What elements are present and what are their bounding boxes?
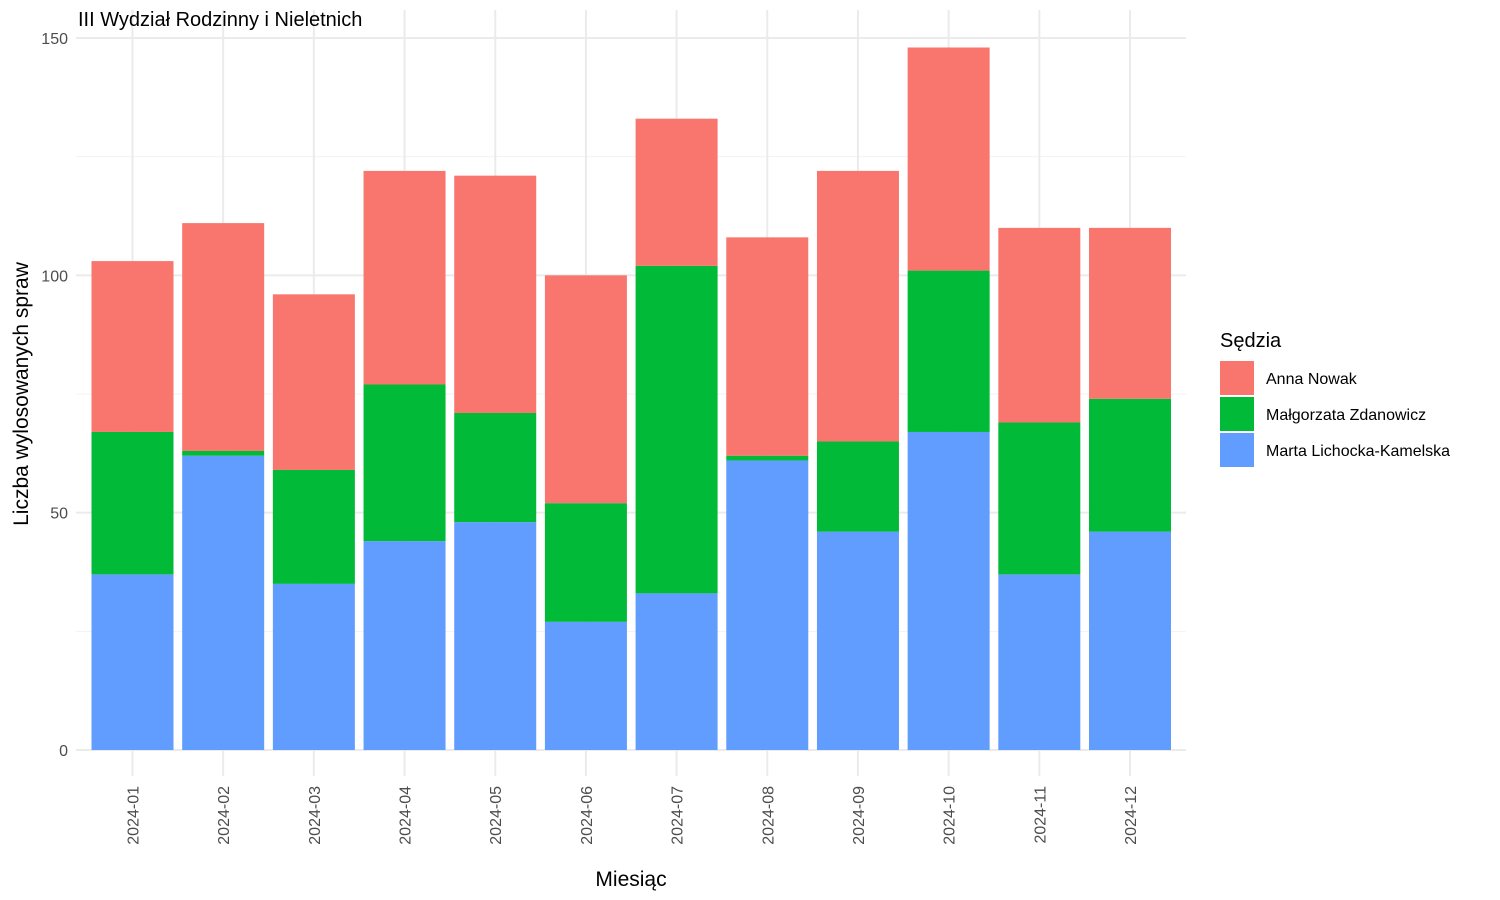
bar-segment	[363, 541, 446, 750]
legend: Sędzia Anna Nowak Małgorzata Zdanowicz Mar…	[1220, 330, 1450, 467]
bar-segment	[635, 593, 718, 750]
bar-segment	[454, 522, 537, 750]
x-tick-label: 2024-07	[670, 786, 687, 845]
x-tick-label: 2024-01	[126, 786, 143, 845]
legend-label: Marta Lichocka-Kamelska	[1266, 443, 1450, 460]
y-axis-title: Liczba wylosowanych spraw	[10, 261, 33, 526]
x-tick-label: 2024-02	[216, 786, 233, 845]
bar-segment	[544, 275, 627, 504]
bar-segment	[91, 261, 174, 432]
legend-swatch	[1220, 397, 1254, 431]
bar-segment	[635, 265, 718, 594]
y-tick-label: 50	[50, 506, 68, 523]
x-axis-ticks: 2024-01 2024-02 2024-03 2024-04 2024-05 2024-…	[126, 786, 1141, 845]
bar-segment	[1089, 398, 1171, 532]
bar-segment	[816, 170, 899, 442]
x-axis-title: Miesiąc	[595, 868, 666, 891]
x-tick-label: 2024-12	[1123, 786, 1140, 845]
x-tick-label: 2024-08	[760, 786, 777, 845]
x-tick-label: 2024-05	[488, 786, 505, 845]
x-tick-label: 2024-04	[398, 786, 415, 845]
legend-swatch	[1220, 433, 1254, 467]
bar-segment	[454, 412, 537, 523]
bar-segment	[182, 455, 265, 750]
bar-segment	[726, 237, 809, 456]
bar-segment	[544, 621, 627, 750]
bar-segment	[998, 422, 1081, 575]
x-tick-label: 2024-10	[942, 786, 959, 845]
bar-segment	[272, 469, 355, 584]
bar-segment	[907, 431, 990, 750]
chart-title: III Wydział Rodzinny i Nieletnich	[78, 9, 362, 31]
bar-segment	[182, 223, 265, 451]
bar-segment	[726, 460, 809, 750]
bar-segment	[1089, 227, 1171, 399]
x-tick-label: 2024-03	[307, 786, 324, 845]
bar-segment	[907, 270, 990, 432]
bar-segment	[726, 455, 809, 461]
bar-segment	[998, 227, 1081, 423]
legend-label: Małgorzata Zdanowicz	[1266, 407, 1426, 424]
legend-title: Sędzia	[1220, 330, 1282, 352]
bar-segment	[816, 441, 899, 532]
legend-swatch	[1220, 361, 1254, 395]
bar-segment	[454, 175, 537, 413]
bar-segment	[272, 294, 355, 470]
x-tick-label: 2024-11	[1032, 786, 1049, 844]
bar-segment	[635, 118, 718, 266]
bar-segment	[907, 47, 990, 271]
legend-label: Anna Nowak	[1266, 371, 1358, 388]
bar-segment	[182, 450, 265, 456]
bar-segment	[816, 531, 899, 750]
y-tick-label: 150	[41, 31, 68, 48]
bars	[91, 47, 1171, 750]
bar-segment	[998, 574, 1081, 750]
bar-segment	[363, 384, 446, 542]
bar-segment	[1089, 531, 1171, 750]
y-tick-label: 100	[41, 268, 68, 285]
y-axis-ticks: 0 50 100 150	[41, 31, 68, 760]
x-tick-label: 2024-06	[579, 786, 596, 845]
bar-segment	[544, 503, 627, 622]
bar-segment	[91, 574, 174, 750]
bar-segment	[91, 431, 174, 575]
x-tick-label: 2024-09	[851, 786, 868, 845]
bar-segment	[272, 583, 355, 750]
y-tick-label: 0	[59, 743, 68, 760]
bar-segment	[363, 170, 446, 385]
